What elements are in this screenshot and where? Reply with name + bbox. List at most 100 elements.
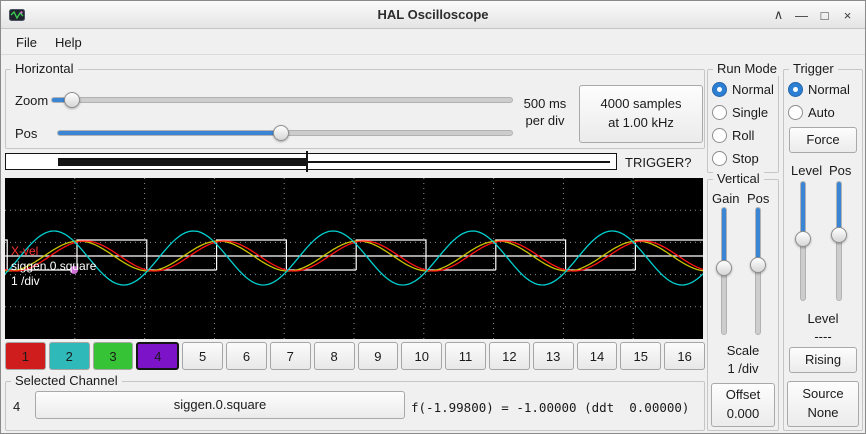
force-button[interactable]: Force: [789, 127, 857, 153]
vertical-pos-slider[interactable]: [750, 207, 766, 335]
run-mode-frame: Run Mode: [707, 61, 781, 173]
menu-help[interactable]: Help: [54, 34, 82, 50]
channel-button-2[interactable]: 2: [48, 342, 90, 370]
channel-button-1[interactable]: 1: [5, 342, 46, 370]
trigger-level-slider-fill: [801, 182, 805, 240]
trigger-mode-options: Normal Auto: [788, 79, 850, 122]
vertical-pos-slider-fill: [756, 208, 760, 267]
channel-button-11[interactable]: 11: [445, 342, 486, 370]
scope-trace-label: siggen.0.square: [11, 259, 97, 273]
force-button-label: Force: [806, 131, 840, 147]
channel-button-9[interactable]: 9: [357, 342, 399, 370]
app-icon: [9, 7, 25, 23]
minimize-button[interactable]: —: [795, 7, 808, 23]
waveform-plot: [5, 178, 703, 339]
channel-button-16[interactable]: 16: [664, 342, 705, 370]
trigger-level-slider-handle[interactable]: [795, 230, 811, 247]
vertical-frame: Vertical: [707, 171, 779, 431]
radio-icon: [712, 104, 727, 120]
trigger-pos-slider-handle[interactable]: [831, 226, 847, 243]
trigger-mode-option-auto[interactable]: Auto: [788, 102, 850, 122]
horizontal-pos-label: Pos: [15, 126, 38, 141]
horizontal-frame: Horizontal: [5, 61, 705, 149]
run-mode-options: Normal Single Roll Stop: [712, 79, 774, 168]
pos-slider-fill: [58, 131, 282, 135]
run-mode-option-single[interactable]: Single: [712, 102, 774, 122]
close-button[interactable]: ×: [843, 7, 852, 23]
channel-button-6[interactable]: 6: [226, 342, 267, 370]
offset-button[interactable]: Offset 0.000: [711, 383, 775, 427]
trigger-source-value: None: [807, 405, 839, 420]
trigger-frame-label: Trigger: [789, 61, 838, 76]
vertical-pos-slider-handle[interactable]: [750, 257, 766, 274]
channel-button-3[interactable]: 3: [92, 342, 134, 370]
trigger-level-slider[interactable]: [795, 181, 811, 301]
run-mode-option-stop[interactable]: Stop: [712, 148, 774, 168]
shade-button[interactable]: ∧: [773, 7, 784, 22]
trigger-source-button[interactable]: Source None: [787, 381, 859, 427]
zoom-slider-trough: [51, 97, 513, 103]
zoom-slider-fill: [52, 98, 74, 102]
window-title: HAL Oscilloscope: [377, 7, 489, 22]
sample-rate-line2: per div: [525, 113, 565, 128]
channel-button-5[interactable]: 5: [182, 342, 224, 370]
samples-button-line2: at 1.00 kHz: [608, 115, 674, 130]
channel-button-4[interactable]: 4: [136, 342, 180, 370]
trigger-frame: Trigger: [783, 61, 863, 431]
channel-button-15[interactable]: 15: [620, 342, 662, 370]
horizontal-frame-label: Horizontal: [11, 61, 78, 76]
menu-file[interactable]: File: [16, 34, 37, 50]
channel-button-12[interactable]: 12: [488, 342, 530, 370]
pos-slider-handle[interactable]: [272, 125, 289, 141]
trigger-pos-label: Pos: [829, 163, 852, 178]
trigger-pos-slider[interactable]: [831, 181, 847, 301]
channel-value-readout: f(-1.99800) = -1.00000 (ddt 0.00000): [411, 400, 690, 415]
samples-button-line1: 4000 samples: [600, 96, 682, 112]
scope-trace-label: X-vel: [11, 244, 39, 258]
zoom-label: Zoom: [15, 93, 49, 108]
gain-slider-handle[interactable]: [716, 259, 732, 276]
trigger-level-value: ----: [814, 329, 832, 344]
channel-button-row: 1 2 3 4 5 6 7 8 9 10 11 12 13 14 15 16: [5, 342, 705, 370]
run-mode-option-label: Single: [732, 104, 769, 120]
channel-button-13[interactable]: 13: [532, 342, 574, 370]
record-fill: [58, 158, 306, 166]
horizontal-pos-slider[interactable]: [57, 123, 513, 143]
gain-slider-fill: [722, 208, 726, 269]
channel-button-14[interactable]: 14: [576, 342, 618, 370]
titlebar: HAL Oscilloscope ∧ — □ ×: [1, 1, 865, 29]
run-mode-frame-label: Run Mode: [713, 61, 781, 76]
offset-button-label: Offset: [725, 387, 761, 403]
run-mode-option-label: Roll: [732, 127, 755, 143]
channel-button-8[interactable]: 8: [313, 342, 355, 370]
selected-channel-number: 4: [13, 399, 21, 414]
trigger-level-label: Level: [791, 163, 823, 178]
sample-rate-line1: 500 ms: [523, 96, 567, 111]
run-mode-option-label: Normal: [732, 81, 774, 97]
record-progress-bar: [5, 151, 617, 172]
gain-slider[interactable]: [716, 207, 732, 335]
channel-source-button[interactable]: siggen.0.square: [35, 391, 405, 419]
zoom-slider-handle[interactable]: [64, 92, 81, 108]
trigger-mode-option-label: Auto: [808, 104, 835, 120]
run-mode-option-roll[interactable]: Roll: [712, 125, 774, 145]
radio-icon: [788, 81, 803, 97]
trigger-level-caption: Level: [807, 311, 839, 326]
menubar: File Help: [1, 30, 865, 55]
channel-source-button-label: siggen.0.square: [173, 396, 267, 412]
channel-button-7[interactable]: 7: [269, 342, 311, 370]
run-mode-option-normal[interactable]: Normal: [712, 79, 774, 99]
samples-button[interactable]: 4000 samples at 1.00 kHz: [579, 85, 703, 143]
radio-icon: [788, 104, 803, 120]
vertical-frame-label: Vertical: [713, 171, 764, 186]
trigger-mode-option-normal[interactable]: Normal: [788, 79, 850, 99]
channel-button-10[interactable]: 10: [401, 342, 443, 370]
selected-channel-frame: Selected Channel: [5, 373, 705, 431]
scale-value: 1 /div: [727, 361, 759, 376]
maximize-button[interactable]: □: [820, 7, 829, 23]
offset-button-value: 0.000: [726, 406, 760, 421]
zoom-slider[interactable]: [51, 90, 513, 110]
trigger-edge-button[interactable]: Rising: [789, 347, 857, 373]
scope-display: X-vel siggen.0.square 1 /div: [5, 178, 703, 339]
